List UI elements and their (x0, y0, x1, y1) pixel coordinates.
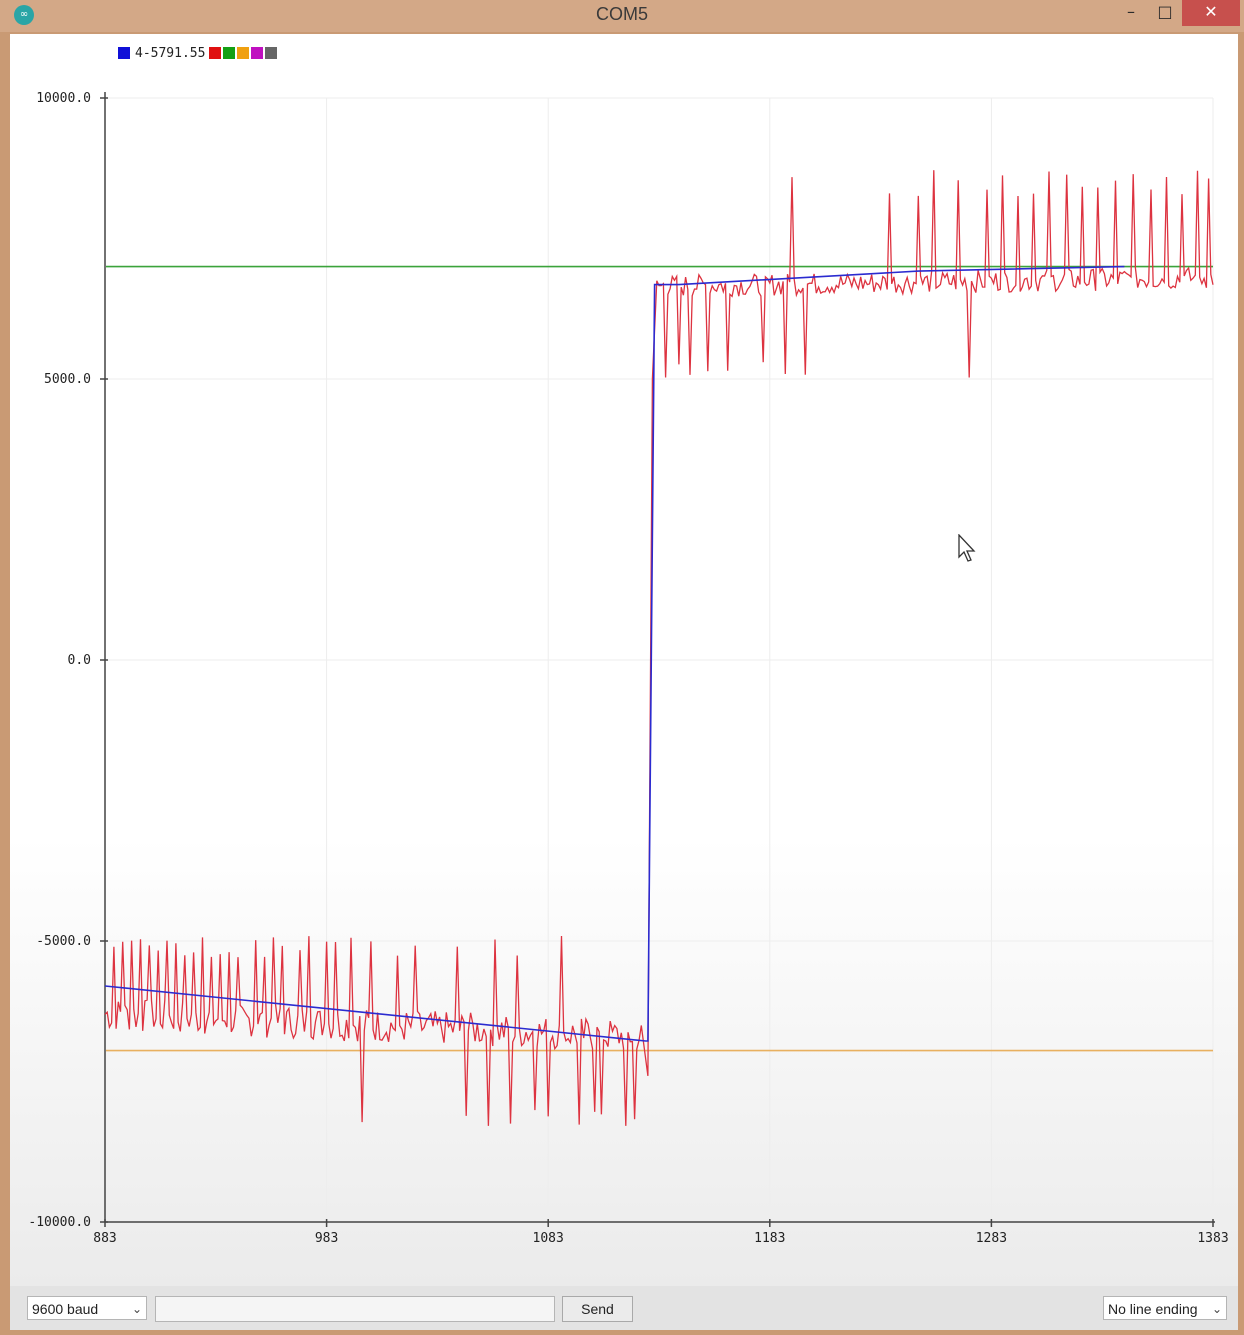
legend: 4-5791.55 (118, 45, 279, 61)
y-tick-label: 0.0 (68, 653, 91, 668)
window-title: COM5 (595, 4, 648, 24)
line-ending-select[interactable]: No line ending ⌄ (1103, 1296, 1227, 1320)
minimize-button[interactable]: – (1127, 2, 1135, 21)
series-blue-line (104, 265, 1125, 1042)
maximize-button[interactable]: □ (1157, 2, 1173, 21)
x-tick-label: 1083 (533, 1231, 564, 1246)
mouse-pointer-icon (958, 534, 976, 562)
send-input[interactable] (155, 1296, 555, 1322)
legend-swatch-blue (118, 47, 130, 59)
bottom-toolbar: 9600 baud ⌄ Send No line ending ⌄ (10, 1286, 1238, 1330)
baud-rate-select[interactable]: 9600 baud ⌄ (27, 1296, 147, 1320)
legend-swatch-orange (237, 47, 250, 59)
chevron-down-icon: ⌄ (1211, 1302, 1222, 1316)
y-tick-label: -10000.0 (28, 1215, 91, 1230)
send-button[interactable]: Send (562, 1296, 633, 1322)
y-tick-label: -5000.0 (36, 934, 91, 949)
x-tick-label: 883 (93, 1231, 116, 1246)
line-ending-value: No line ending (1108, 1301, 1198, 1317)
legend-swatch-purple (251, 47, 264, 59)
y-tick-label: 5000.0 (44, 372, 91, 387)
x-tick-label: 1383 (1197, 1231, 1228, 1246)
legend-swatch-green (223, 47, 236, 59)
title-bar[interactable]: ∞ COM5 – □ ✕ (0, 0, 1244, 32)
arduino-app-icon: ∞ (14, 5, 34, 25)
baud-rate-value: 9600 baud (32, 1301, 99, 1317)
legend-label: 4-5791.55 (135, 45, 206, 61)
y-tick-label: 10000.0 (36, 91, 91, 106)
x-tick-label: 1283 (976, 1231, 1007, 1246)
series-red-line (104, 170, 1214, 1126)
plot-area: 4-5791.55 10000.0 5000.0 0.0 -5000.0 -10000.… (10, 34, 1238, 1330)
legend-swatch-red (209, 47, 222, 59)
x-tick-label: 1183 (754, 1231, 785, 1246)
legend-swatch-gray (265, 47, 278, 59)
close-button[interactable]: ✕ (1182, 0, 1240, 26)
chevron-down-icon: ⌄ (131, 1302, 142, 1316)
x-tick-label: 983 (315, 1231, 338, 1246)
